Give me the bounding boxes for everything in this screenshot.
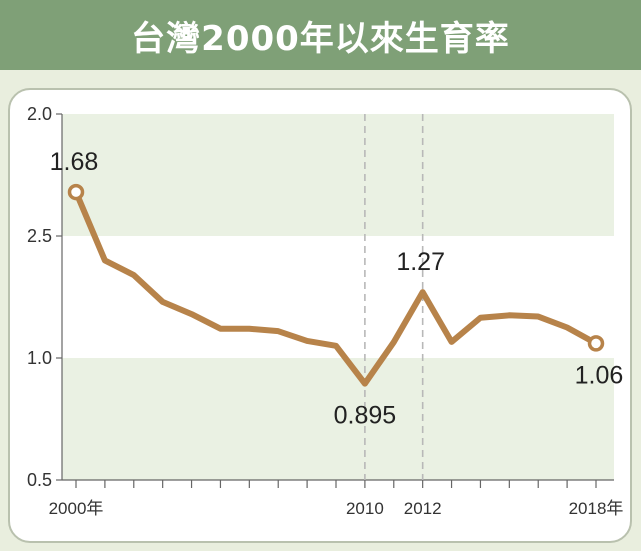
plot-band-1 (62, 358, 614, 480)
x-tick-label-3: 2018年 (569, 499, 624, 518)
y-tick-label-3: 0.5 (27, 470, 52, 490)
x-tick-label-0: 2000年 (49, 499, 104, 518)
data-label-2018: 1.06 (575, 361, 624, 389)
y-tick-label-0: 2.0 (27, 104, 52, 124)
plot-band-0 (62, 114, 614, 236)
x-tick-label-2: 2012 (404, 499, 442, 518)
y-tick-label-1: 2.5 (27, 226, 52, 246)
y-tick-label-2: 1.0 (27, 348, 52, 368)
x-tick-label-1: 2010 (346, 499, 384, 518)
chart-title: 台灣2000年以來生育率 (131, 18, 510, 59)
title-bar: 台灣2000年以來生育率 (0, 0, 641, 70)
data-label-2000: 1.68 (50, 148, 99, 176)
data-label-2010: 0.895 (334, 402, 397, 430)
data-label-2012: 1.27 (396, 248, 445, 276)
endpoint-marker-2018 (587, 335, 605, 352)
endpoint-marker-2000 (67, 183, 85, 201)
fertility-line (73, 189, 599, 387)
